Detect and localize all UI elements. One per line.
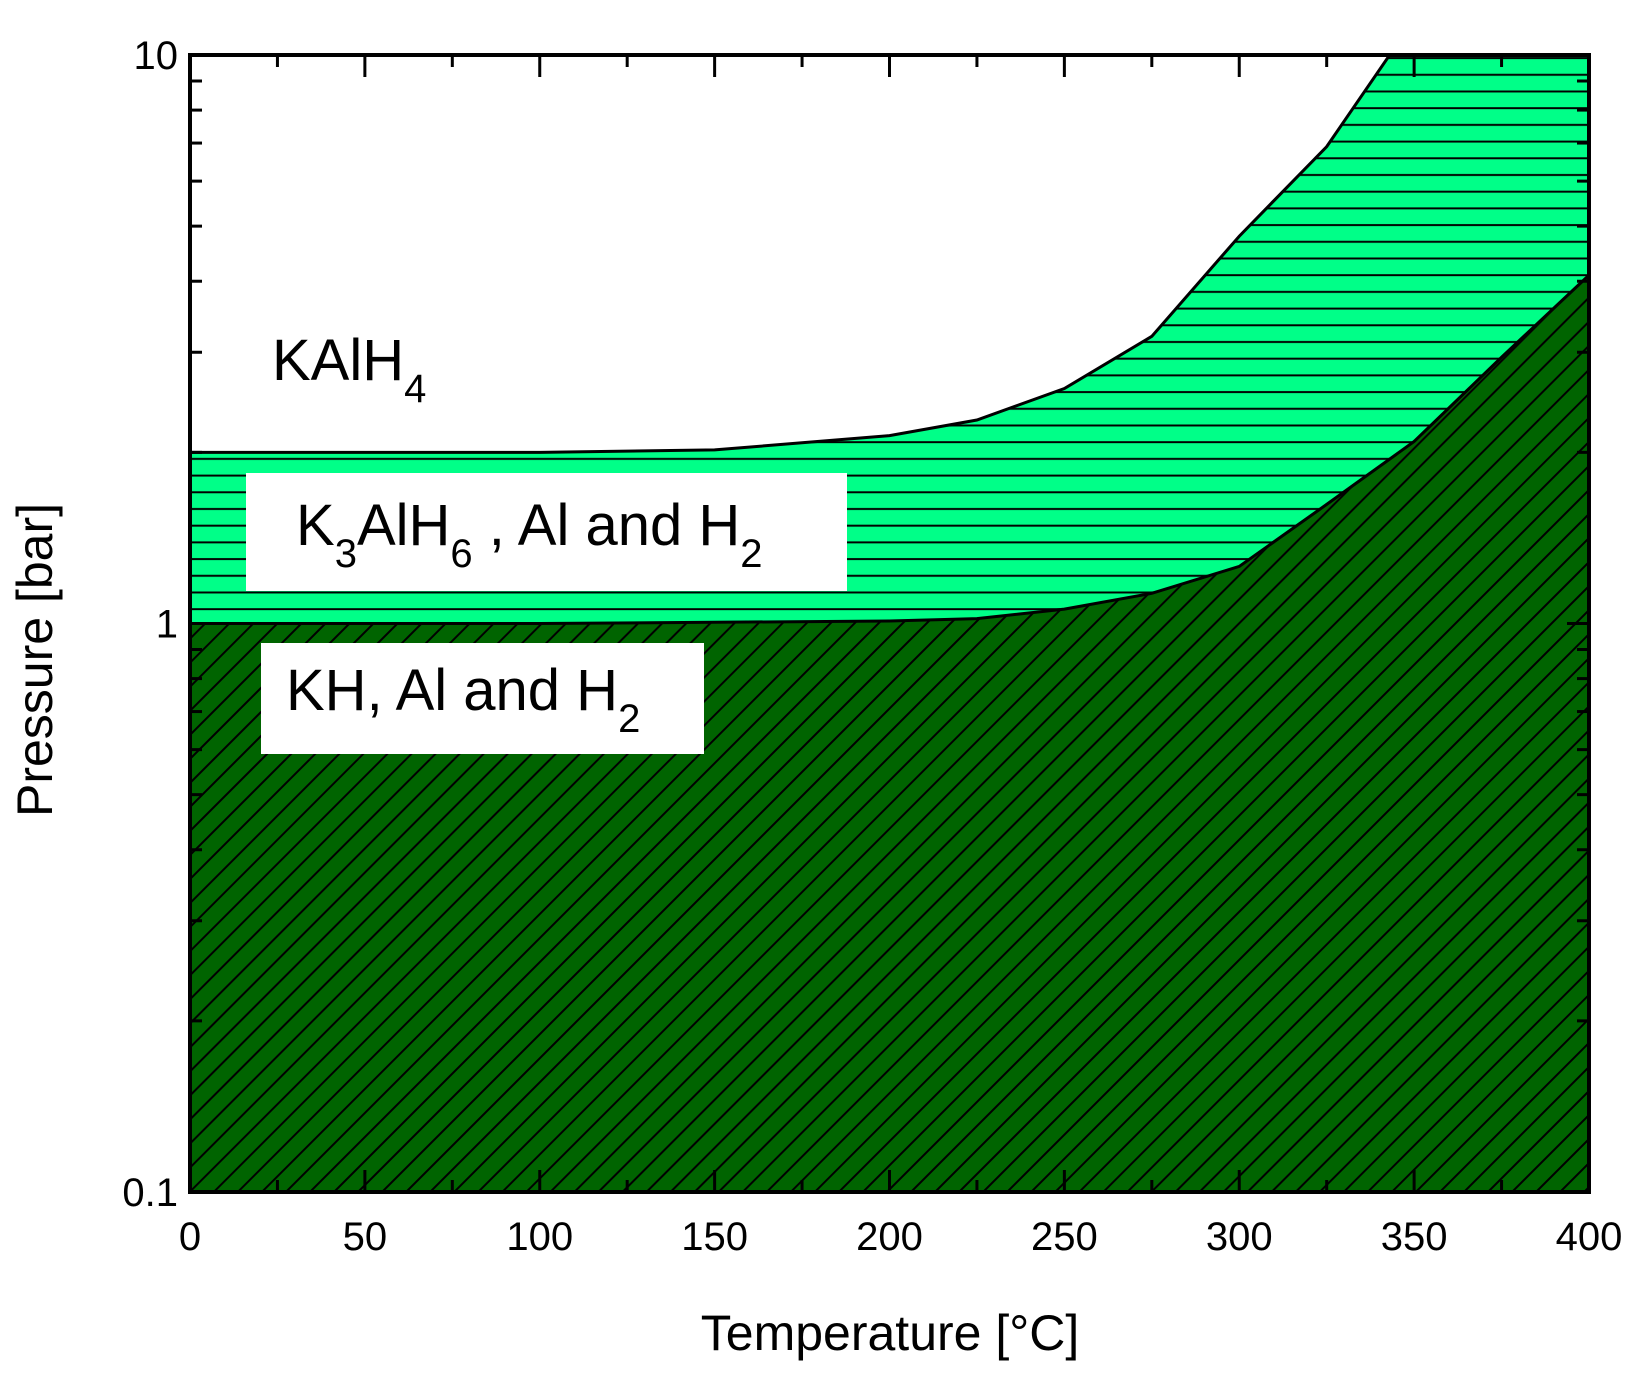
x-axis-label: Temperature [°C]: [701, 1305, 1079, 1361]
y-tick-label: 10: [134, 34, 179, 78]
label-part: KH, Al and H: [286, 658, 618, 723]
x-tick-label: 350: [1381, 1215, 1448, 1259]
x-tick-label: 50: [343, 1215, 388, 1259]
region-label: KAlH4: [272, 328, 426, 411]
subscript: 3: [335, 532, 357, 576]
plot-frame: [188, 53, 1591, 1194]
x-tick-label: 300: [1206, 1215, 1273, 1259]
region-label: K3AlH6 , Al and H2: [296, 493, 763, 576]
label-box: [261, 643, 704, 754]
x-tick-label: 0: [179, 1215, 201, 1259]
subscript: 2: [740, 532, 762, 576]
subscript: 6: [450, 532, 472, 576]
y-axis-label: Pressure [bar]: [7, 503, 63, 817]
label-part: K: [296, 493, 335, 558]
label-part: AlH: [357, 493, 450, 558]
x-tick-label: 400: [1556, 1215, 1623, 1259]
x-tick-label: 150: [681, 1215, 748, 1259]
area-hatch: [190, 275, 1589, 1192]
label-part: , Al and H: [473, 493, 741, 558]
y-tick-label: 1: [156, 603, 178, 647]
areas: [190, 55, 1589, 1192]
label-part: KAlH: [272, 328, 404, 393]
subscript: 2: [618, 697, 640, 741]
boundary-line: [190, 274, 1589, 625]
y-tick-label: 0.1: [122, 1171, 178, 1215]
x-tick-label: 100: [506, 1215, 573, 1259]
subscript: 4: [404, 367, 426, 411]
x-tick-label: 200: [856, 1215, 923, 1259]
labels: 0 50 100 150 200 250 300 350 4000.1110KAlH4K3AlH…: [122, 34, 1622, 1259]
x-tick-label: 250: [1031, 1215, 1098, 1259]
label-box: [246, 473, 847, 591]
boundary-line: [190, 55, 1391, 454]
region-label: KH, Al and H2: [286, 658, 640, 741]
